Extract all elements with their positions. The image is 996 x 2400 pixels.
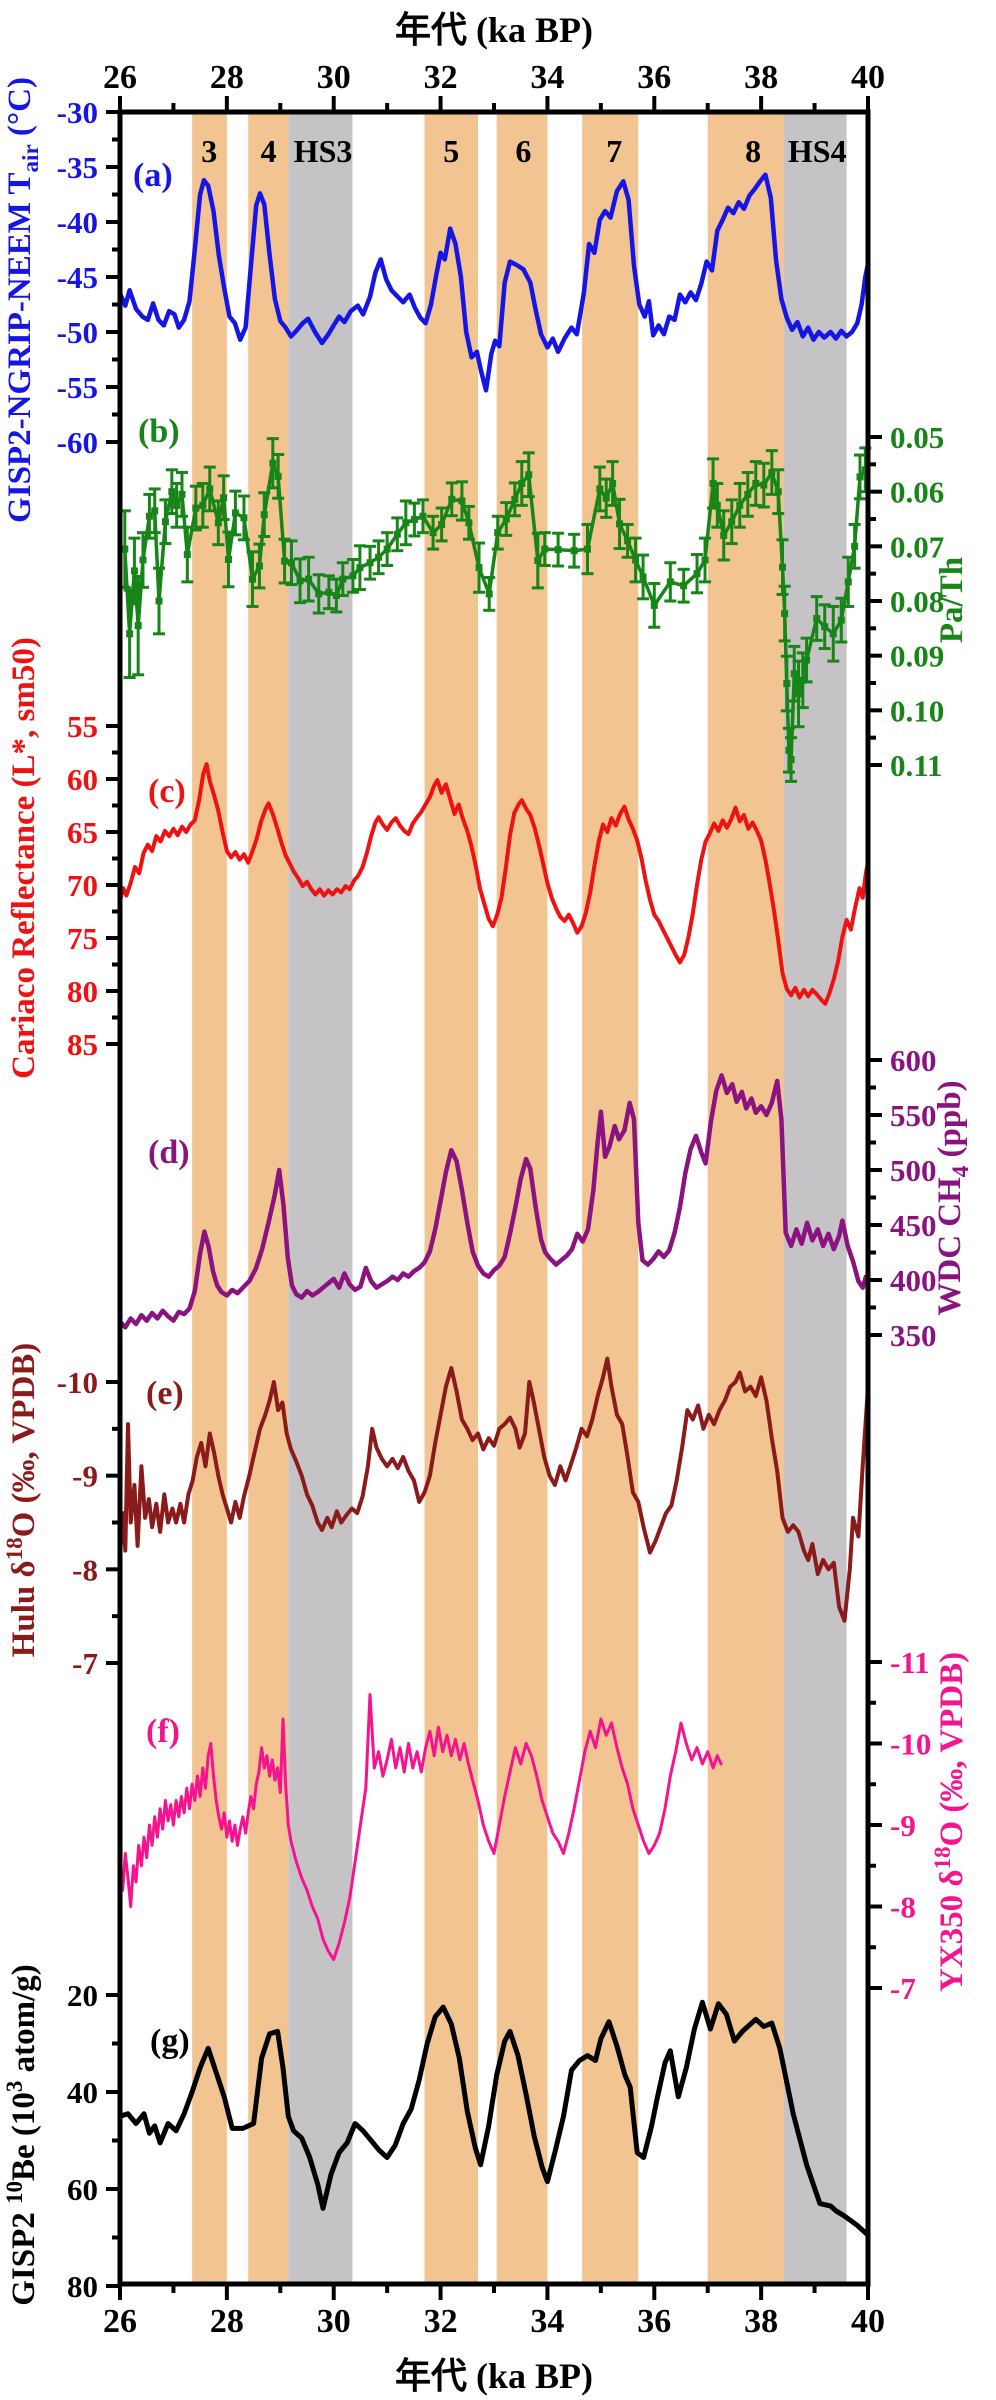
series-e-line bbox=[118, 1356, 870, 1623]
panel-letter-c: (c) bbox=[148, 773, 186, 810]
axis-title-e: Hulu δ18O (‰, VPDB) bbox=[2, 1343, 42, 1658]
event-band-label-6: 6 bbox=[515, 133, 531, 169]
series-c-line bbox=[118, 762, 870, 1006]
event-band-6 bbox=[496, 114, 548, 2282]
axis-title-b: Pa/Th bbox=[934, 557, 970, 643]
panel-letter-g: (g) bbox=[150, 2023, 190, 2060]
axis-g-tick-label: 40 bbox=[67, 2075, 98, 2110]
axis-f-tick-label: -11 bbox=[890, 1645, 930, 1680]
series-g-line bbox=[117, 1999, 871, 2238]
axis-b-tick-label: 0.11 bbox=[890, 748, 943, 783]
event-band-5 bbox=[424, 114, 478, 2282]
axis-a-tick-label: -45 bbox=[57, 260, 98, 295]
axis-a-tick-label: -40 bbox=[57, 205, 98, 240]
x-tick-label-top: 32 bbox=[424, 59, 458, 96]
top-axis-title: 年代 (ka BP) bbox=[395, 10, 593, 50]
event-band-label-5: 5 bbox=[443, 133, 459, 169]
axis-e-tick-label: -8 bbox=[72, 1552, 98, 1587]
axis-d-tick-label: 550 bbox=[890, 1098, 937, 1133]
axis-b-tick-label: 0.09 bbox=[890, 639, 944, 674]
axis-e-tick-label: -9 bbox=[72, 1459, 98, 1494]
panel-letter-f: (f) bbox=[146, 1713, 180, 1750]
event-band-HS4 bbox=[783, 114, 847, 2282]
axis-a-tick-label: -30 bbox=[57, 95, 98, 130]
axis-g-tick-label: 80 bbox=[67, 2269, 98, 2304]
x-tick-label-bottom: 26 bbox=[103, 2303, 137, 2340]
x-tick-label-top: 40 bbox=[851, 59, 885, 96]
axis-b-tick-label: 0.10 bbox=[890, 693, 944, 728]
axis-a-tick-label: -60 bbox=[57, 425, 98, 460]
event-band-label-4: 4 bbox=[261, 133, 277, 169]
event-band-label-8: 8 bbox=[745, 133, 761, 169]
axis-f-tick-label: -10 bbox=[890, 1727, 931, 1762]
axis-b-tick-label: 0.08 bbox=[890, 584, 944, 619]
axis-a-tick-label: -50 bbox=[57, 315, 98, 350]
axis-b-tick-label: 0.05 bbox=[890, 420, 944, 455]
panel-letter-a: (a) bbox=[133, 157, 173, 194]
axis-c-tick-label: 55 bbox=[67, 709, 98, 744]
axis-e-tick-label: -7 bbox=[72, 1646, 98, 1681]
axis-title-d: WDC CH4 (ppb) bbox=[932, 1080, 973, 1315]
axis-c-tick-label: 75 bbox=[67, 921, 98, 956]
axis-e-tick-label: -10 bbox=[57, 1365, 98, 1400]
x-tick-label-bottom: 40 bbox=[851, 2303, 885, 2340]
axis-d-tick-label: 450 bbox=[890, 1208, 937, 1243]
x-tick-label-top: 30 bbox=[317, 59, 351, 96]
labels-layer: 年代 (ka BP) 年代 (ka BP) 3 4 HS3 5 6 7 8 HS4-30-35… bbox=[2, 10, 973, 2396]
axis-title-c: Cariaco Reflectance (L*, sm50) bbox=[6, 637, 42, 1079]
panel-letter-b: (b) bbox=[138, 413, 180, 450]
x-tick-label-top: 26 bbox=[103, 59, 137, 96]
axis-c-tick-label: 65 bbox=[67, 815, 98, 850]
axis-f-tick-label: -9 bbox=[890, 1808, 916, 1843]
axis-d-tick-label: 500 bbox=[890, 1153, 937, 1188]
bottom-axis-title: 年代 (ka BP) bbox=[395, 2356, 593, 2396]
axis-title-a: GISP2-NGRIP-NEEM Tair (°C) bbox=[2, 77, 43, 523]
axis-g-tick-label: 60 bbox=[67, 2172, 98, 2207]
event-band-3 bbox=[192, 114, 227, 2282]
x-tick-label-top: 36 bbox=[637, 59, 671, 96]
axis-c-tick-label: 80 bbox=[67, 974, 98, 1009]
series-d-line bbox=[117, 1073, 871, 1330]
event-band-label-7: 7 bbox=[606, 133, 622, 169]
event-band-label-HS4: HS4 bbox=[788, 133, 847, 169]
x-tick-label-bottom: 36 bbox=[637, 2303, 671, 2340]
x-tick-label-bottom: 28 bbox=[210, 2303, 244, 2340]
axis-a-tick-label: -35 bbox=[57, 150, 98, 185]
series-a-line bbox=[117, 172, 871, 393]
axis-d-tick-label: 600 bbox=[890, 1043, 937, 1078]
curves-layer bbox=[117, 172, 872, 2238]
event-band-HS3 bbox=[288, 114, 353, 2282]
axes-layer bbox=[106, 96, 882, 2300]
x-tick-label-bottom: 32 bbox=[424, 2303, 458, 2340]
axis-title-f: YX350 δ18O (‰, VPDB) bbox=[930, 1652, 970, 1992]
series-b-markers bbox=[121, 459, 869, 764]
axis-b-tick-label: 0.07 bbox=[890, 529, 944, 564]
x-tick-label-top: 34 bbox=[530, 59, 564, 96]
axis-f-tick-label: -8 bbox=[890, 1890, 916, 1925]
axis-title-g: GISP2 10Be (103 atom/g) bbox=[2, 1964, 42, 2306]
axis-d-tick-label: 350 bbox=[890, 1318, 937, 1353]
panel-letter-d: (d) bbox=[148, 1134, 190, 1171]
x-tick-label-bottom: 30 bbox=[317, 2303, 351, 2340]
series-f-line bbox=[118, 1693, 723, 1961]
x-axis-ticks bbox=[118, 96, 870, 2300]
axis-c-tick-label: 60 bbox=[67, 762, 98, 797]
event-band-8 bbox=[707, 114, 784, 2282]
axis-g-tick-label: 20 bbox=[67, 1978, 98, 2013]
axis-c-tick-label: 70 bbox=[67, 868, 98, 903]
x-tick-label-top: 28 bbox=[210, 59, 244, 96]
x-tick-label-bottom: 34 bbox=[530, 2303, 564, 2340]
event-band-label-3: 3 bbox=[201, 133, 217, 169]
axis-a-tick-label: -55 bbox=[57, 370, 98, 405]
x-tick-label-top: 38 bbox=[744, 59, 778, 96]
panel-letter-e: (e) bbox=[146, 1375, 184, 1412]
axis-f-tick-label: -7 bbox=[890, 1971, 916, 2006]
axis-b-tick-label: 0.06 bbox=[890, 475, 944, 510]
axis-c-tick-label: 85 bbox=[67, 1027, 98, 1062]
axis-d-tick-label: 400 bbox=[890, 1263, 937, 1298]
x-tick-label-bottom: 38 bbox=[744, 2303, 778, 2340]
event-band-label-HS3: HS3 bbox=[294, 133, 353, 169]
